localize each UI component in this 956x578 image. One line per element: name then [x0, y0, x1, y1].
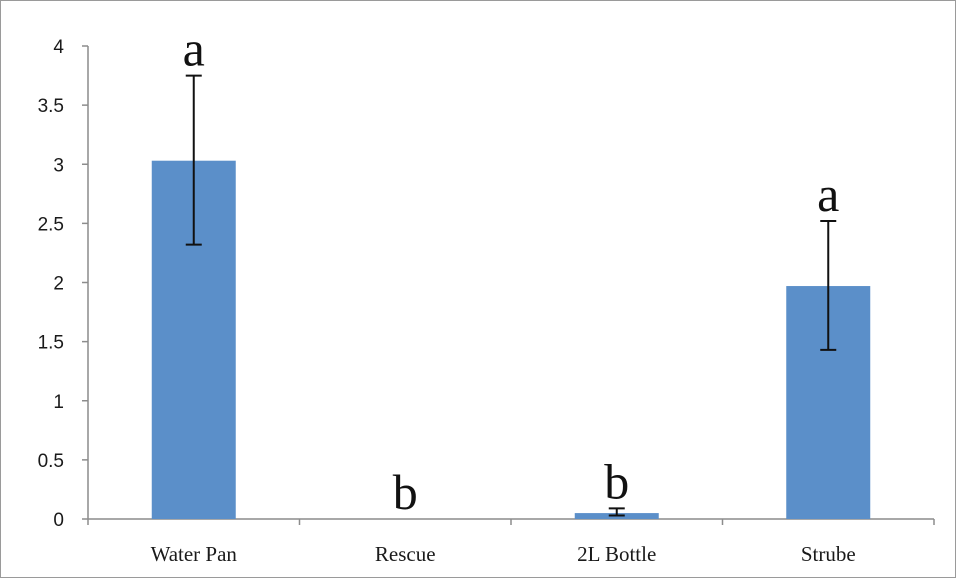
x-axis: Water Pan Rescue 2L Bottle Strube	[87, 518, 935, 566]
y-tick-label: 0.5	[38, 451, 64, 472]
x-tick-label: 2L Bottle	[577, 542, 656, 566]
y-tick-label: 0	[53, 510, 64, 531]
significance-letter: a	[183, 21, 205, 77]
y-tick-label: 2	[53, 274, 64, 295]
bars	[151, 160, 871, 519]
significance-letters: a b b a	[183, 21, 840, 520]
y-tick-label: 1	[53, 392, 64, 413]
error-bars	[185, 74, 837, 517]
x-tick-label: Strube	[801, 542, 856, 566]
y-tick-label: 3	[53, 155, 64, 176]
x-tick-label: Water Pan	[151, 542, 238, 566]
y-tick-label: 4	[53, 37, 64, 58]
y-tick-label: 1.5	[38, 333, 64, 354]
significance-letter: a	[817, 166, 839, 222]
y-tick-label: 2.5	[38, 214, 64, 235]
x-tick-label: Rescue	[375, 542, 436, 566]
y-tick-label: 3.5	[38, 96, 64, 117]
significance-letter: b	[604, 453, 629, 509]
y-axis: 0 0.5 1 1.5 2 2.5 3 3.5 4	[38, 37, 89, 531]
significance-letter: b	[393, 464, 418, 520]
